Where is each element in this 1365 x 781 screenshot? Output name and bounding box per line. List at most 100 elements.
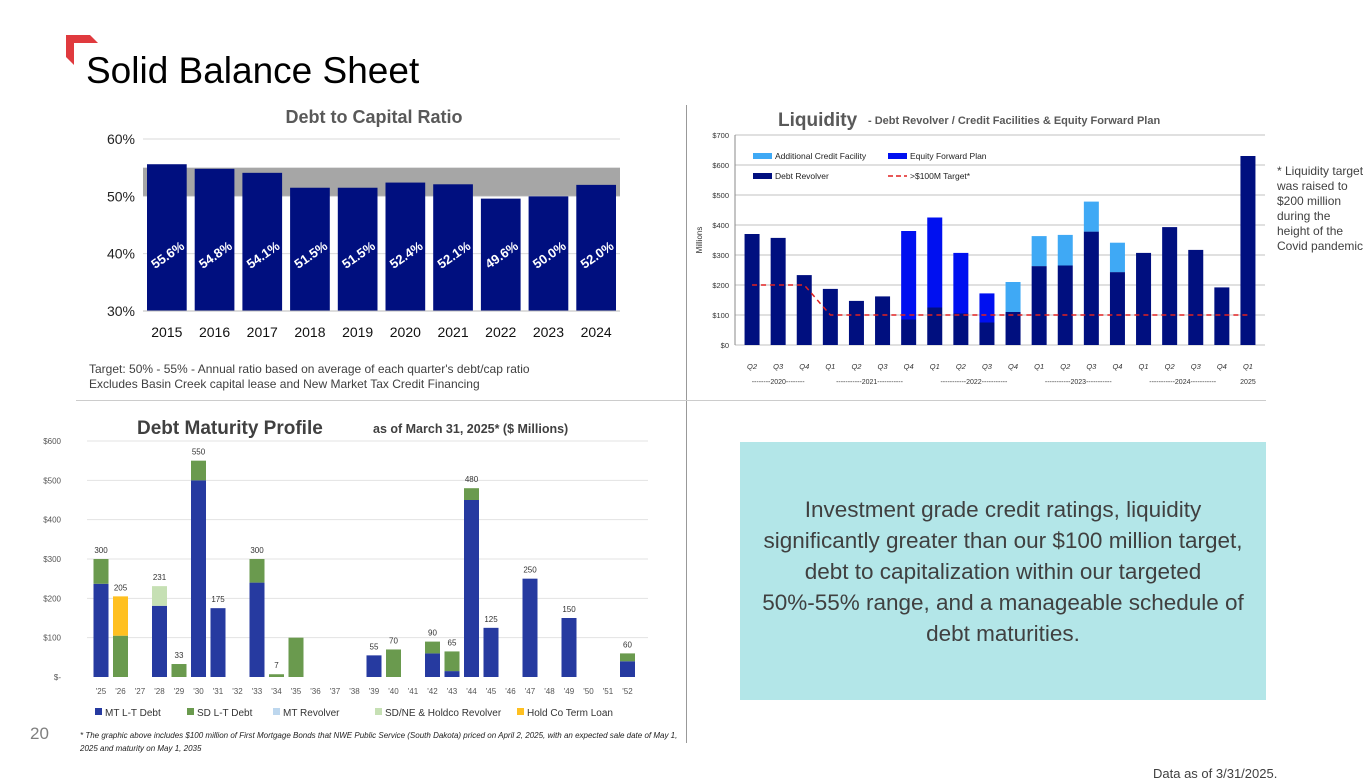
bar-mt-l-t-debt [152, 605, 167, 677]
bar-debt-revolver [822, 288, 838, 345]
legend-label: Additional Credit Facility [775, 151, 867, 161]
bar-additional-credit-facility [1109, 242, 1125, 273]
bar-debt-revolver [953, 313, 969, 345]
y-axis-label: Millions [695, 227, 704, 254]
y-tick-label: $200 [43, 594, 61, 603]
x-tick-label: 2021 [437, 324, 468, 340]
data-label: 300 [94, 546, 108, 555]
legend-swatch [888, 153, 907, 159]
x-tick-label: '46 [505, 687, 516, 696]
chart-title: Debt to Capital Ratio [285, 107, 462, 127]
bar-debt-revolver [770, 237, 786, 345]
x-tick-label: Q4 [1008, 362, 1018, 371]
legend-swatch [517, 708, 524, 715]
legend-swatch [753, 153, 772, 159]
bar-debt-revolver [1136, 252, 1152, 345]
bar-additional-credit-facility [1083, 201, 1099, 232]
legend-label: MT Revolver [283, 708, 340, 719]
data-label: 7 [274, 661, 279, 670]
x-tick-label: '47 [525, 687, 536, 696]
x-tick-label: 2022 [485, 324, 516, 340]
legend-label: Hold Co Term Loan [527, 708, 613, 719]
legend-swatch [273, 708, 280, 715]
x-tick-label: 2015 [151, 324, 182, 340]
x-tick-label: '48 [544, 687, 555, 696]
data-label: 65 [448, 638, 457, 647]
bar [242, 172, 283, 311]
y-tick-label: $- [54, 673, 61, 682]
bar-debt-revolver [744, 234, 760, 345]
chart-title: Debt Maturity Profile [137, 418, 323, 439]
target-line [752, 284, 1248, 316]
bar-debt-revolver [1162, 227, 1178, 345]
data-label: 150 [562, 605, 576, 614]
x-tick-label: '29 [174, 687, 185, 696]
bar-mt-l-t-debt [522, 578, 538, 677]
bar-equity-forward-plan [979, 293, 995, 323]
bar [147, 164, 187, 311]
x-tick-label: '52 [622, 687, 633, 696]
x-tick-label: '39 [369, 687, 380, 696]
x-tick-label: 2023 [533, 324, 564, 340]
bar-mt-l-t-debt [464, 500, 479, 677]
x-tick-label: Q1 [1243, 362, 1253, 371]
bar-sd-l-t-debt [288, 637, 304, 677]
x-tick-label: '28 [154, 687, 165, 696]
x-tick-label: '26 [115, 687, 126, 696]
x-tick-label: 2024 [581, 324, 612, 340]
x-tick-label: '41 [408, 687, 419, 696]
brand-logo-mark [66, 35, 98, 65]
bar-equity-forward-plan [901, 231, 917, 320]
maturity-footnote: * The graphic above includes $100 millio… [80, 731, 678, 753]
page-title: Solid Balance Sheet [86, 50, 420, 91]
x-tick-label: '38 [349, 687, 360, 696]
x-tick-label: '31 [213, 687, 224, 696]
bar-debt-revolver [1031, 266, 1047, 345]
data-as-of-note: Data as of 3/31/2025. [1153, 766, 1278, 781]
bar-hold-co-term-loan [113, 596, 128, 636]
bar-mt-l-t-debt [425, 653, 440, 677]
debt-to-capital-chart: Debt to Capital Ratio30%40%50%60%55.6%20… [107, 107, 620, 340]
y-tick-label: $400 [43, 516, 61, 525]
y-tick-label: 40% [107, 246, 135, 262]
year-group-label: -----------2022----------- [940, 379, 1008, 386]
legend-swatch [95, 708, 102, 715]
y-tick-label: $500 [43, 476, 61, 485]
x-tick-label: '27 [135, 687, 146, 696]
year-group-label: 2025 [1240, 379, 1256, 386]
bar [385, 182, 426, 311]
bar-additional-credit-facility [1031, 236, 1047, 267]
bar-equity-forward-plan [953, 252, 969, 314]
x-tick-label: '35 [291, 687, 302, 696]
year-group-label: -----------2024----------- [1149, 379, 1217, 386]
data-label: 55 [370, 642, 379, 651]
legend-swatch [753, 173, 772, 179]
y-tick-label: $600 [43, 437, 61, 446]
x-tick-label: Q1 [1139, 362, 1149, 371]
y-tick-label: 60% [107, 131, 135, 147]
y-tick-label: $600 [712, 161, 729, 170]
x-tick-label: Q4 [1217, 362, 1227, 371]
x-tick-label: Q1 [825, 362, 835, 371]
bar-sd-l-t-debt [464, 488, 479, 500]
debt-maturity-chart: Debt Maturity Profile as of March 31, 20… [43, 418, 648, 719]
legend-label: Debt Revolver [775, 171, 829, 181]
bar-debt-revolver [1188, 249, 1204, 345]
legend-label: SD L-T Debt [197, 708, 253, 719]
data-label: 205 [114, 583, 128, 592]
x-tick-label: 2018 [294, 324, 325, 340]
bar-debt-revolver [1005, 312, 1021, 345]
bar-mt-l-t-debt [366, 655, 382, 677]
x-tick-label: Q2 [1060, 362, 1071, 371]
bar [528, 196, 569, 311]
x-tick-label: Q2 [747, 362, 758, 371]
x-tick-label: '37 [330, 687, 341, 696]
legend-swatch [187, 708, 194, 715]
y-tick-label: $500 [712, 191, 729, 200]
data-label: 231 [153, 573, 167, 582]
bar [290, 187, 330, 311]
bar-equity-forward-plan [927, 217, 943, 308]
x-tick-label: '50 [583, 687, 594, 696]
bar-debt-revolver [1240, 156, 1256, 345]
legend-label: MT L-T Debt [105, 708, 161, 719]
